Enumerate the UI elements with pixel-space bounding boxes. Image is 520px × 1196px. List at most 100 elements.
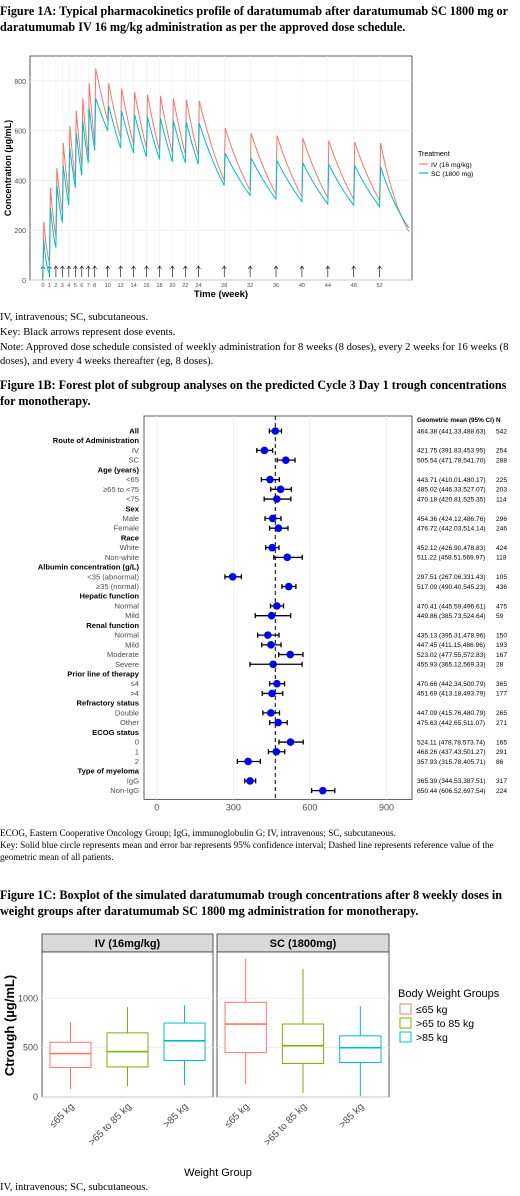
dose-event-arrow bbox=[66, 265, 72, 277]
subgroup-label: Non-white bbox=[105, 553, 139, 562]
subgroup-header: Sex bbox=[125, 504, 139, 513]
subgroup-label: ≥65 to <75 bbox=[103, 485, 139, 494]
x-tick-label: 24 bbox=[195, 283, 201, 289]
subgroup-label: >4 bbox=[130, 689, 139, 698]
subgroup-label: Mild bbox=[125, 640, 139, 649]
ci-value: 455.93 (365.12,569.33) bbox=[417, 662, 486, 669]
subgroup-header: Type of myeloma bbox=[78, 767, 140, 776]
mean-point bbox=[267, 611, 276, 620]
ci-value: 475.63 (442.65,511.07) bbox=[417, 720, 485, 727]
x-axis-title: Time (week) bbox=[194, 289, 248, 300]
mean-point bbox=[246, 777, 254, 785]
subgroup-label: Normal bbox=[115, 601, 140, 610]
mean-point bbox=[269, 660, 277, 669]
n-value: 288 bbox=[496, 457, 507, 464]
fig1a-key-note: Key: Black arrows represent dose events. bbox=[0, 327, 176, 338]
n-value: 177 bbox=[496, 691, 507, 698]
subgroup-label: Female bbox=[114, 524, 139, 533]
x-tick-label: 7 bbox=[87, 283, 90, 289]
subgroup-header: Age (years) bbox=[98, 465, 140, 474]
mean-point bbox=[273, 602, 281, 610]
dose-event-arrow bbox=[325, 265, 331, 277]
ci-value: 435.13 (395.31,478.96) bbox=[417, 632, 486, 639]
dose-event-arrow bbox=[118, 265, 123, 277]
ci-value: 443.71 (410.01,480.17) bbox=[417, 477, 486, 484]
dose-event-arrow bbox=[92, 265, 97, 277]
ci-value: 650.44 (606.52,697.54) bbox=[417, 788, 486, 795]
fig1c-caption: Figure 1C: Boxplot of the simulated dara… bbox=[0, 888, 503, 918]
subgroup-label: Double bbox=[115, 708, 139, 717]
subgroup-label: 2 bbox=[135, 757, 139, 766]
subgroup-label: Other bbox=[120, 718, 139, 727]
mean-point bbox=[268, 689, 276, 698]
n-value: 28 bbox=[496, 662, 504, 669]
n-column-header: N bbox=[496, 417, 501, 424]
n-value: 265 bbox=[496, 710, 507, 717]
legend-swatch bbox=[399, 1017, 412, 1029]
fig1b-abbrev-note: ECOG, Eastern Cooperative Oncology Group… bbox=[0, 828, 396, 838]
dose-event-arrow bbox=[60, 265, 65, 277]
subgroup-label: Normal bbox=[115, 631, 140, 640]
box-iqr bbox=[163, 1022, 206, 1062]
subgroup-label: ≥35 (normal) bbox=[96, 582, 139, 591]
x-tick-label: 22 bbox=[182, 283, 188, 289]
n-value: 424 bbox=[496, 545, 507, 552]
subgroup-label: IgG bbox=[127, 776, 139, 785]
x-tick-label: 3 bbox=[61, 283, 64, 289]
x-tick-label: 0 bbox=[154, 802, 159, 812]
x-tick-label: 36 bbox=[273, 283, 279, 289]
n-value: 365 bbox=[496, 681, 507, 688]
subgroup-header: Route of Administration bbox=[53, 436, 140, 445]
subgroup-label: SC bbox=[128, 456, 139, 465]
ci-value: 447.45 (411.15,486.96) bbox=[417, 642, 485, 649]
subgroup-label: All bbox=[129, 427, 139, 436]
y-axis-title: Ctrough (µg/mL) bbox=[2, 975, 17, 1076]
subgroup-header: Albumin concentration (g/L) bbox=[38, 563, 140, 572]
n-value: 118 bbox=[496, 555, 507, 562]
n-value: 114 bbox=[496, 496, 507, 503]
facet-title: SC (1800mg) bbox=[270, 938, 337, 950]
mean-point bbox=[264, 631, 272, 639]
x-axis-title: Weight Group bbox=[184, 1167, 252, 1179]
subgroup-label: <75 bbox=[126, 495, 139, 504]
x-tick-label: 16 bbox=[143, 283, 149, 289]
forest-plot-chart: 0 300 600 900 Geometric mean (95% CI) N All 464… bbox=[38, 415, 507, 812]
ci-value: 421.75 (391.83,453.95) bbox=[417, 448, 486, 455]
dose-event-arrow bbox=[247, 265, 253, 277]
mean-point bbox=[318, 786, 327, 795]
n-value: 542 bbox=[496, 428, 507, 435]
ci-value: 470.18 (420.81,525.35) bbox=[417, 496, 486, 503]
mean-point bbox=[274, 524, 283, 532]
x-tick-label: 40 bbox=[299, 283, 305, 289]
legend-label: SC (1800 mg) bbox=[431, 171, 473, 178]
x-tick-label: ≤65 kg bbox=[48, 1101, 77, 1130]
y-tick-label: 200 bbox=[14, 228, 26, 235]
n-value: 105 bbox=[496, 574, 507, 581]
x-tick-label: 48 bbox=[351, 283, 357, 289]
mean-point bbox=[260, 446, 269, 455]
dose-event-arrow bbox=[377, 265, 382, 277]
mean-point bbox=[267, 709, 275, 717]
trough-boxplot-chart: IV (16mg/kg) ≤65 kg >65 to 85 kg >85 kg SC (… bbox=[2, 933, 500, 1179]
mean-point bbox=[286, 738, 295, 746]
ci-value: 452.12 (426.90,478.83) bbox=[417, 545, 486, 552]
legend-swatch bbox=[399, 1031, 412, 1043]
x-tick-label: >65 to 85 kg bbox=[262, 1101, 309, 1148]
fig1b-caption: Figure 1B: Forest plot of subgroup analy… bbox=[0, 378, 507, 408]
y-tick-label: 0 bbox=[33, 1092, 38, 1102]
x-tick-label: 8 bbox=[93, 283, 96, 289]
n-value: 165 bbox=[496, 739, 507, 746]
fig1a-schedule-note: Note: Approved dose schedule consisted o… bbox=[0, 342, 509, 367]
subgroup-header: Race bbox=[121, 533, 139, 542]
x-tick-label: 18 bbox=[156, 283, 162, 289]
subgroup-label: Male bbox=[123, 514, 139, 523]
legend-label: >85 kg bbox=[416, 1032, 448, 1044]
mean-point bbox=[272, 495, 281, 503]
subgroup-label: White bbox=[120, 543, 139, 552]
x-tick-label: 5 bbox=[74, 283, 77, 289]
subgroup-header: Hepatic function bbox=[80, 592, 140, 601]
ci-value: 511.22 (458.51,569.97) bbox=[417, 555, 485, 562]
ci-value: 468.26 (437.43,501.27) bbox=[417, 749, 486, 756]
legend-title: Treatment bbox=[418, 151, 450, 158]
